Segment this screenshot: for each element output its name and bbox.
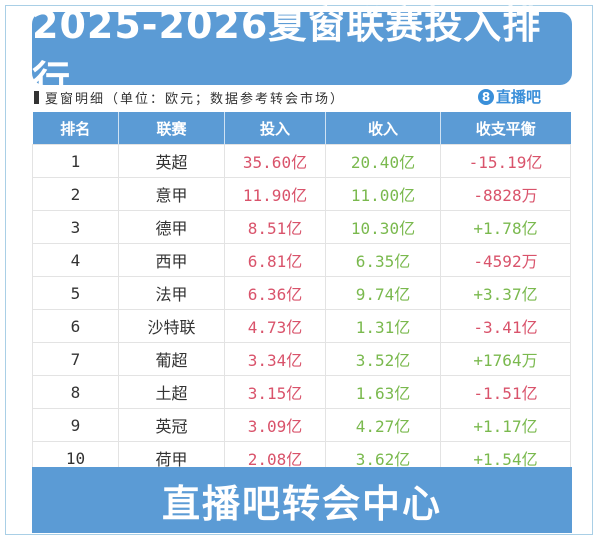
league-cell: 沙特联	[118, 309, 225, 343]
rank-cell: 3	[32, 210, 119, 244]
table-row: 2 意甲 11.90亿 11.00亿 -8828万	[32, 177, 571, 211]
league-cell: 西甲	[118, 243, 225, 277]
income-cell: 9.74亿	[325, 276, 441, 310]
balance-cell: +1.17亿	[440, 408, 571, 442]
rank-cell: 9	[32, 408, 119, 442]
income-cell: 11.00亿	[325, 177, 441, 211]
table-row: 5 法甲 6.36亿 9.74亿 +3.37亿	[32, 276, 571, 310]
rank-cell: 2	[32, 177, 119, 211]
balance-cell: -15.19亿	[440, 144, 571, 178]
league-cell: 法甲	[118, 276, 225, 310]
balance-cell: -4592万	[440, 243, 571, 277]
balance-cell: +1764万	[440, 342, 571, 376]
income-cell: 1.31亿	[325, 309, 441, 343]
spend-cell: 3.09亿	[224, 408, 326, 442]
table-row: 8 土超 3.15亿 1.63亿 -1.51亿	[32, 375, 571, 409]
rank-cell: 8	[32, 375, 119, 409]
table-row: 7 葡超 3.34亿 3.52亿 +1764万	[32, 342, 571, 376]
league-cell: 葡超	[118, 342, 225, 376]
balance-cell: -1.51亿	[440, 375, 571, 409]
balance-cell: +3.37亿	[440, 276, 571, 310]
logo-text: 直播吧	[496, 88, 542, 106]
table-row: 1 英超 35.60亿 20.40亿 -15.19亿	[32, 144, 571, 178]
rank-cell: 4	[32, 243, 119, 277]
spend-cell: 6.36亿	[224, 276, 326, 310]
table-row: 6 沙特联 4.73亿 1.31亿 -3.41亿	[32, 309, 571, 343]
header-spend: 投入	[224, 112, 326, 145]
income-cell: 1.63亿	[325, 375, 441, 409]
rank-cell: 7	[32, 342, 119, 376]
spend-cell: 3.34亿	[224, 342, 326, 376]
balance-cell: +1.78亿	[440, 210, 571, 244]
league-cell: 德甲	[118, 210, 225, 244]
league-cell: 土超	[118, 375, 225, 409]
league-cell: 英冠	[118, 408, 225, 442]
bullet-bar-icon	[34, 91, 39, 104]
income-cell: 6.35亿	[325, 243, 441, 277]
header-balance: 收支平衡	[440, 112, 571, 145]
income-cell: 3.52亿	[325, 342, 441, 376]
spend-cell: 3.15亿	[224, 375, 326, 409]
income-cell: 4.27亿	[325, 408, 441, 442]
table-row: 4 西甲 6.81亿 6.35亿 -4592万	[32, 243, 571, 277]
table-row: 9 英冠 3.09亿 4.27亿 +1.17亿	[32, 408, 571, 442]
table-row: 3 德甲 8.51亿 10.30亿 +1.78亿	[32, 210, 571, 244]
balance-cell: -3.41亿	[440, 309, 571, 343]
balance-cell: -8828万	[440, 177, 571, 211]
income-cell: 20.40亿	[325, 144, 441, 178]
ranking-table: 排名 联赛 投入 收入 收支平衡 1 英超 35.60亿 20.40亿 -15.19亿 2…	[32, 112, 571, 475]
logo: 8 直播吧	[478, 86, 541, 107]
header-income: 收入	[325, 112, 441, 145]
spend-cell: 35.60亿	[224, 144, 326, 178]
table-header-row: 排名 联赛 投入 收入 收支平衡	[32, 112, 571, 145]
page-title: 2025-2026夏窗联赛投入排行	[32, 3, 572, 102]
page-frame	[5, 5, 593, 535]
rank-cell: 5	[32, 276, 119, 310]
header-rank: 排名	[32, 112, 119, 145]
spend-cell: 11.90亿	[224, 177, 326, 211]
spend-cell: 8.51亿	[224, 210, 326, 244]
rank-cell: 6	[32, 309, 119, 343]
spend-cell: 6.81亿	[224, 243, 326, 277]
logo-8-icon: 8	[478, 88, 494, 105]
spend-cell: 4.73亿	[224, 309, 326, 343]
subtitle: 夏窗明细（单位：欧元；数据参考转会市场）	[34, 88, 345, 107]
income-cell: 10.30亿	[325, 210, 441, 244]
footer-banner: 直播吧转会中心	[32, 467, 572, 533]
header-league: 联赛	[118, 112, 225, 145]
league-cell: 英超	[118, 144, 225, 178]
rank-cell: 1	[32, 144, 119, 178]
subtitle-text: 夏窗明细（单位：欧元；数据参考转会市场）	[45, 92, 346, 107]
league-cell: 意甲	[118, 177, 225, 211]
